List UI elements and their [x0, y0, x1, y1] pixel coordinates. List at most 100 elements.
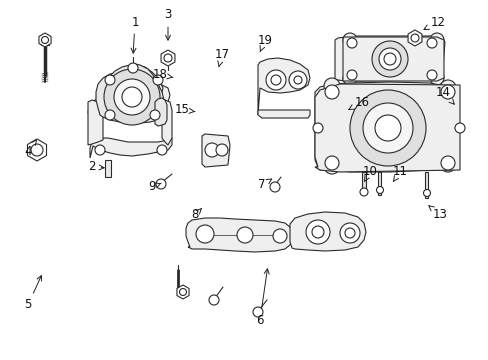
Polygon shape	[105, 160, 111, 177]
Polygon shape	[162, 100, 172, 145]
Text: 13: 13	[428, 206, 447, 221]
Polygon shape	[289, 212, 365, 251]
Polygon shape	[342, 37, 443, 81]
Polygon shape	[407, 30, 421, 46]
Circle shape	[104, 69, 160, 125]
Circle shape	[342, 71, 356, 85]
Polygon shape	[202, 134, 229, 167]
Polygon shape	[27, 139, 46, 161]
Circle shape	[383, 53, 395, 65]
Circle shape	[208, 295, 219, 305]
Circle shape	[293, 76, 302, 84]
Polygon shape	[314, 82, 454, 172]
Circle shape	[324, 78, 339, 94]
Text: 18: 18	[152, 68, 173, 81]
Circle shape	[204, 143, 219, 157]
Circle shape	[163, 54, 172, 62]
Circle shape	[265, 70, 285, 90]
Circle shape	[362, 103, 412, 153]
Circle shape	[150, 110, 160, 120]
Circle shape	[288, 71, 306, 89]
Circle shape	[345, 228, 354, 238]
Circle shape	[196, 225, 214, 243]
Polygon shape	[96, 72, 163, 123]
Text: 9: 9	[148, 180, 161, 193]
Text: 4: 4	[24, 140, 36, 158]
Circle shape	[371, 41, 407, 77]
Text: 1: 1	[131, 15, 139, 53]
Polygon shape	[88, 100, 103, 145]
Text: 2: 2	[88, 161, 104, 174]
Text: 12: 12	[423, 15, 445, 30]
Polygon shape	[161, 50, 175, 66]
Polygon shape	[334, 36, 444, 81]
Text: 10: 10	[362, 166, 377, 181]
Polygon shape	[88, 72, 170, 130]
Circle shape	[324, 158, 339, 174]
Circle shape	[346, 38, 356, 48]
Text: 17: 17	[214, 49, 229, 67]
Polygon shape	[361, 172, 365, 192]
Circle shape	[105, 110, 115, 120]
Text: 8: 8	[191, 208, 201, 221]
Circle shape	[376, 186, 383, 193]
Circle shape	[429, 33, 443, 47]
Circle shape	[440, 85, 454, 99]
Circle shape	[439, 80, 455, 96]
Text: 14: 14	[435, 85, 453, 104]
Circle shape	[359, 188, 367, 196]
Circle shape	[305, 220, 329, 244]
Circle shape	[270, 75, 281, 85]
Circle shape	[179, 288, 186, 296]
Text: 11: 11	[392, 166, 407, 181]
Circle shape	[325, 156, 338, 170]
Circle shape	[349, 90, 425, 166]
Polygon shape	[108, 64, 156, 92]
Circle shape	[252, 307, 263, 317]
Circle shape	[423, 189, 429, 197]
Polygon shape	[108, 65, 163, 95]
Polygon shape	[258, 110, 309, 118]
Text: 5: 5	[24, 275, 41, 311]
Circle shape	[95, 145, 105, 155]
Circle shape	[454, 123, 464, 133]
Polygon shape	[90, 138, 172, 158]
Circle shape	[378, 48, 400, 70]
Circle shape	[426, 70, 436, 80]
Circle shape	[374, 115, 400, 141]
Text: 15: 15	[174, 104, 195, 117]
Circle shape	[312, 123, 323, 133]
Polygon shape	[177, 285, 189, 299]
Circle shape	[440, 156, 454, 170]
Circle shape	[325, 85, 338, 99]
Polygon shape	[314, 84, 459, 172]
Circle shape	[41, 36, 48, 44]
Polygon shape	[185, 218, 291, 252]
Circle shape	[426, 38, 436, 48]
Circle shape	[122, 87, 142, 107]
Circle shape	[157, 145, 167, 155]
Circle shape	[114, 79, 150, 115]
Text: 6: 6	[256, 269, 269, 327]
Text: 16: 16	[348, 95, 369, 109]
Circle shape	[269, 182, 280, 192]
Circle shape	[216, 144, 227, 156]
Circle shape	[342, 33, 356, 47]
Polygon shape	[155, 98, 167, 126]
Circle shape	[105, 75, 115, 85]
Circle shape	[339, 223, 359, 243]
Text: 7: 7	[258, 179, 271, 192]
Polygon shape	[258, 58, 309, 115]
Circle shape	[156, 179, 165, 189]
Circle shape	[311, 226, 324, 238]
Circle shape	[346, 70, 356, 80]
Circle shape	[439, 156, 455, 172]
Polygon shape	[39, 33, 51, 47]
Circle shape	[429, 71, 443, 85]
Polygon shape	[424, 172, 427, 198]
Circle shape	[237, 227, 252, 243]
Polygon shape	[377, 172, 380, 195]
Text: 19: 19	[257, 33, 272, 52]
Text: 3: 3	[164, 9, 171, 40]
Circle shape	[272, 229, 286, 243]
